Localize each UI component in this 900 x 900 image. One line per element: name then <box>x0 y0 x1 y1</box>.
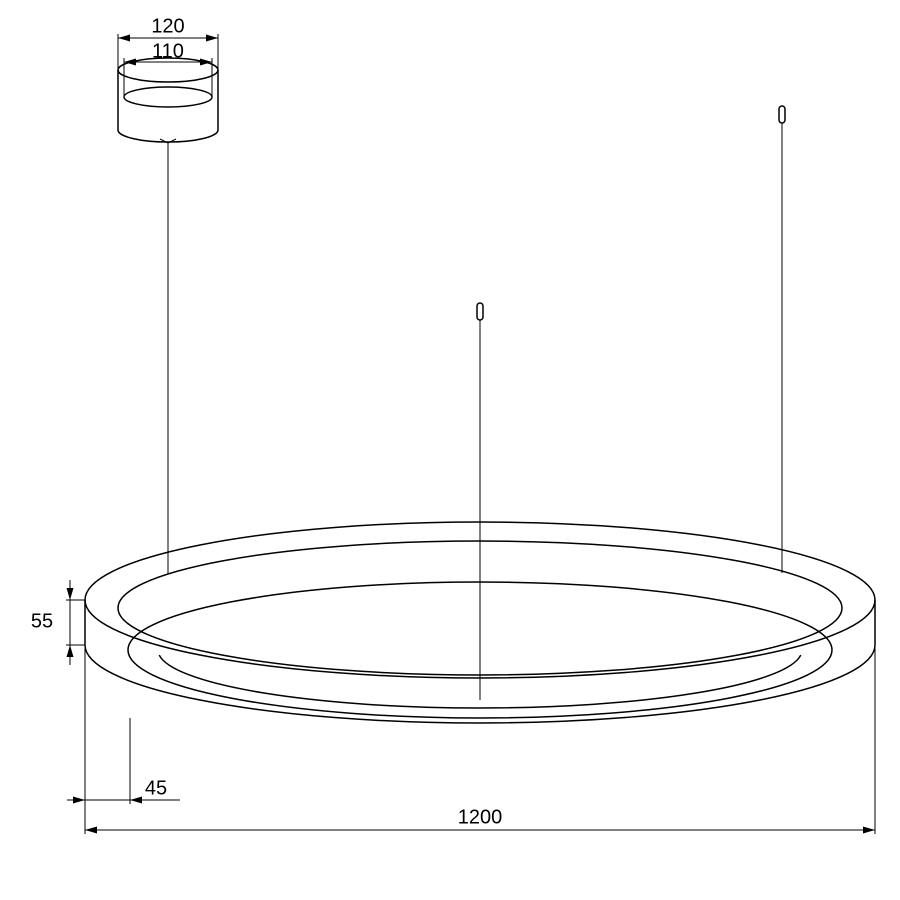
dim-arrow <box>200 59 212 66</box>
dim-55-label: 55 <box>31 610 53 632</box>
dim-arrow <box>863 827 875 834</box>
dim-arrow <box>67 645 74 657</box>
dim-arrow <box>67 588 74 600</box>
dim-120-label: 120 <box>151 15 184 37</box>
dim-arrow <box>118 35 130 42</box>
dim-arrow <box>73 797 85 804</box>
dim-arrow <box>124 59 136 66</box>
cable-right-terminal <box>779 106 785 123</box>
dim-1200-label: 1200 <box>458 806 503 828</box>
canopy-bottom-arc <box>118 130 218 142</box>
dim-45-label: 45 <box>145 777 167 799</box>
dim-arrow <box>85 827 97 834</box>
canopy <box>118 58 218 143</box>
canopy-inner-ellipse <box>124 87 212 107</box>
dim-110-label: 110 <box>152 40 184 62</box>
dim-arrow <box>206 35 218 42</box>
cable-center-terminal <box>477 303 483 320</box>
dim-arrow <box>130 797 142 804</box>
